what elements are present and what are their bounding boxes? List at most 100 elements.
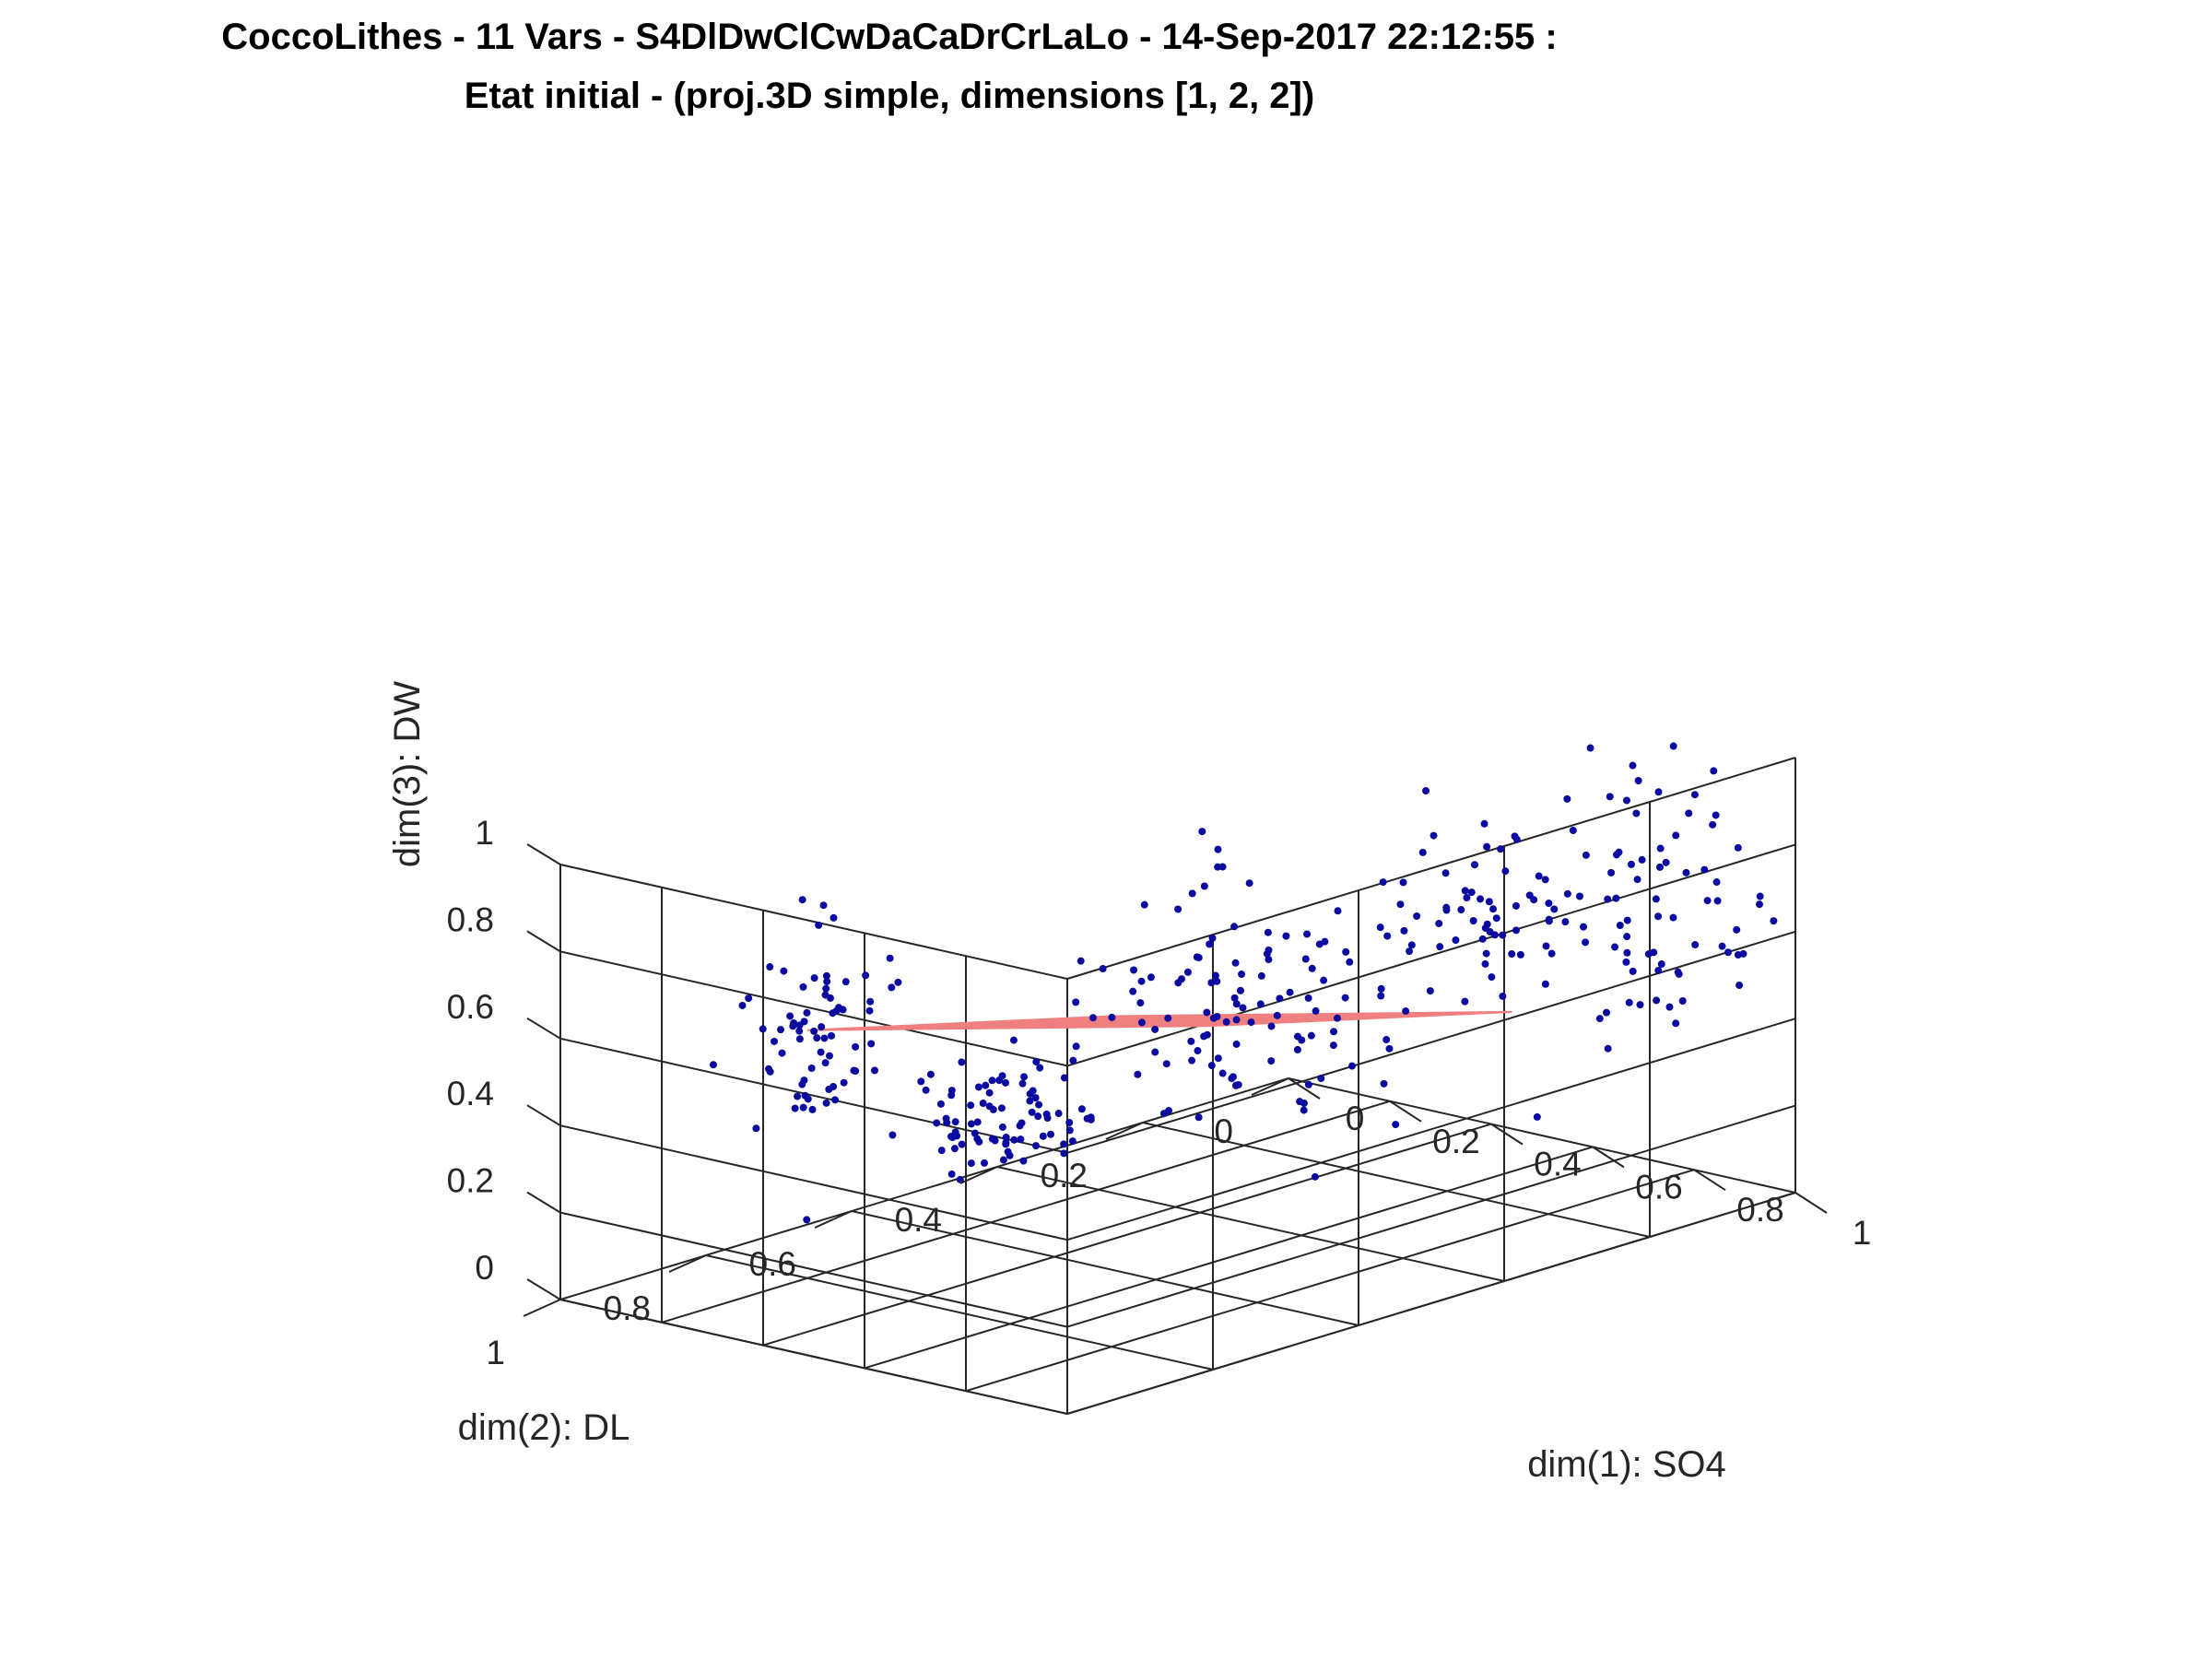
data-point (777, 1026, 785, 1034)
data-point (1257, 971, 1265, 980)
data-point (1218, 1069, 1227, 1077)
y-tick-mark (523, 1299, 561, 1317)
x-tick-label: 0.4 (1534, 1146, 1581, 1183)
data-point (1690, 791, 1699, 799)
z-tick-label: 0.6 (447, 988, 494, 1026)
floor-grid-line-y (1288, 1077, 1796, 1194)
z-tick-mark (526, 1278, 561, 1300)
data-point (1194, 1113, 1203, 1122)
data-point (866, 997, 875, 1006)
y-tick-label: 0.4 (895, 1201, 942, 1239)
data-point (1457, 906, 1465, 914)
data-point (1623, 916, 1631, 924)
z-tick-label: 0.8 (447, 900, 494, 938)
data-point (1088, 1014, 1097, 1022)
data-point (1147, 973, 1155, 982)
data-point (1586, 744, 1594, 752)
data-point (1603, 1008, 1611, 1017)
data-point (1031, 1094, 1040, 1102)
data-point (1330, 1028, 1338, 1036)
data-point (1545, 900, 1553, 908)
data-point (1060, 1149, 1068, 1158)
z-tick-mark (526, 930, 561, 953)
data-point (1303, 930, 1312, 938)
data-point (803, 1008, 811, 1017)
data-point (1756, 892, 1764, 900)
data-point (786, 1012, 794, 1020)
data-point (989, 1105, 997, 1113)
data-point (1469, 917, 1477, 925)
data-point (1036, 1064, 1044, 1072)
data-point (1634, 777, 1642, 785)
data-point (1550, 905, 1559, 913)
data-point (1194, 1047, 1202, 1055)
data-point (1159, 1110, 1168, 1118)
data-point (1276, 994, 1284, 1003)
data-point (799, 1103, 807, 1112)
data-point (1377, 992, 1385, 1000)
data-point (974, 1083, 982, 1091)
y-tick-label: 0.6 (749, 1245, 796, 1283)
data-point (1020, 1073, 1029, 1081)
y-tick-label: 0.2 (1041, 1157, 1088, 1194)
data-point (801, 1091, 809, 1100)
data-point (852, 1067, 860, 1076)
data-point (852, 1042, 860, 1051)
grid-layer (559, 757, 1796, 1415)
data-point (1006, 1151, 1014, 1159)
data-point (1232, 1000, 1241, 1008)
data-point (1703, 897, 1712, 905)
data-point (886, 954, 894, 962)
data-point (997, 1104, 1006, 1112)
data-point (1029, 1087, 1037, 1095)
data-point (778, 1049, 786, 1057)
data-point (1654, 788, 1663, 796)
data-point (1712, 878, 1721, 887)
data-point (795, 1035, 804, 1043)
data-point (982, 1081, 990, 1089)
data-point (998, 1123, 1006, 1131)
data-point (1512, 926, 1521, 935)
data-point (1232, 1016, 1241, 1024)
data-point (971, 1129, 979, 1137)
data-point (1561, 918, 1570, 926)
z-axis-label: dim(3): DW (387, 681, 428, 867)
data-point (1541, 876, 1549, 884)
data-point (1296, 1098, 1304, 1106)
data-point (1151, 1048, 1159, 1056)
wall-y-grid-horizontal (559, 1211, 1068, 1328)
data-point (1632, 809, 1641, 818)
data-point (1652, 895, 1660, 903)
x-tick-label: 0.8 (1736, 1191, 1783, 1229)
data-point (1304, 994, 1312, 1002)
data-point (766, 1067, 774, 1076)
mesh-line (1111, 1010, 1512, 1018)
data-point (817, 1048, 825, 1056)
data-point (1595, 1015, 1604, 1023)
data-point (1043, 1114, 1052, 1123)
data-point (1311, 1172, 1319, 1181)
data-point (967, 1159, 975, 1168)
data-point (1077, 957, 1085, 965)
x-tick-mark (1592, 1146, 1625, 1169)
data-point (808, 1105, 817, 1113)
data-point (822, 971, 830, 980)
data-point (1418, 848, 1427, 856)
floor-grid-line-y (851, 1210, 1359, 1326)
data-point (1430, 831, 1438, 840)
data-point (1228, 1075, 1236, 1083)
data-point (791, 1104, 799, 1112)
data-point (1710, 767, 1718, 775)
data-point (1662, 858, 1670, 866)
data-point (1333, 1014, 1341, 1022)
data-point (1203, 1008, 1211, 1017)
data-point (1099, 965, 1107, 973)
data-point (1010, 1135, 1018, 1144)
data-point (1625, 998, 1633, 1006)
data-point (1232, 1040, 1241, 1048)
data-point (1342, 947, 1350, 956)
data-point (1046, 1130, 1054, 1138)
wall-x-grid-horizontal (1066, 1192, 1796, 1415)
data-point (1756, 900, 1764, 909)
